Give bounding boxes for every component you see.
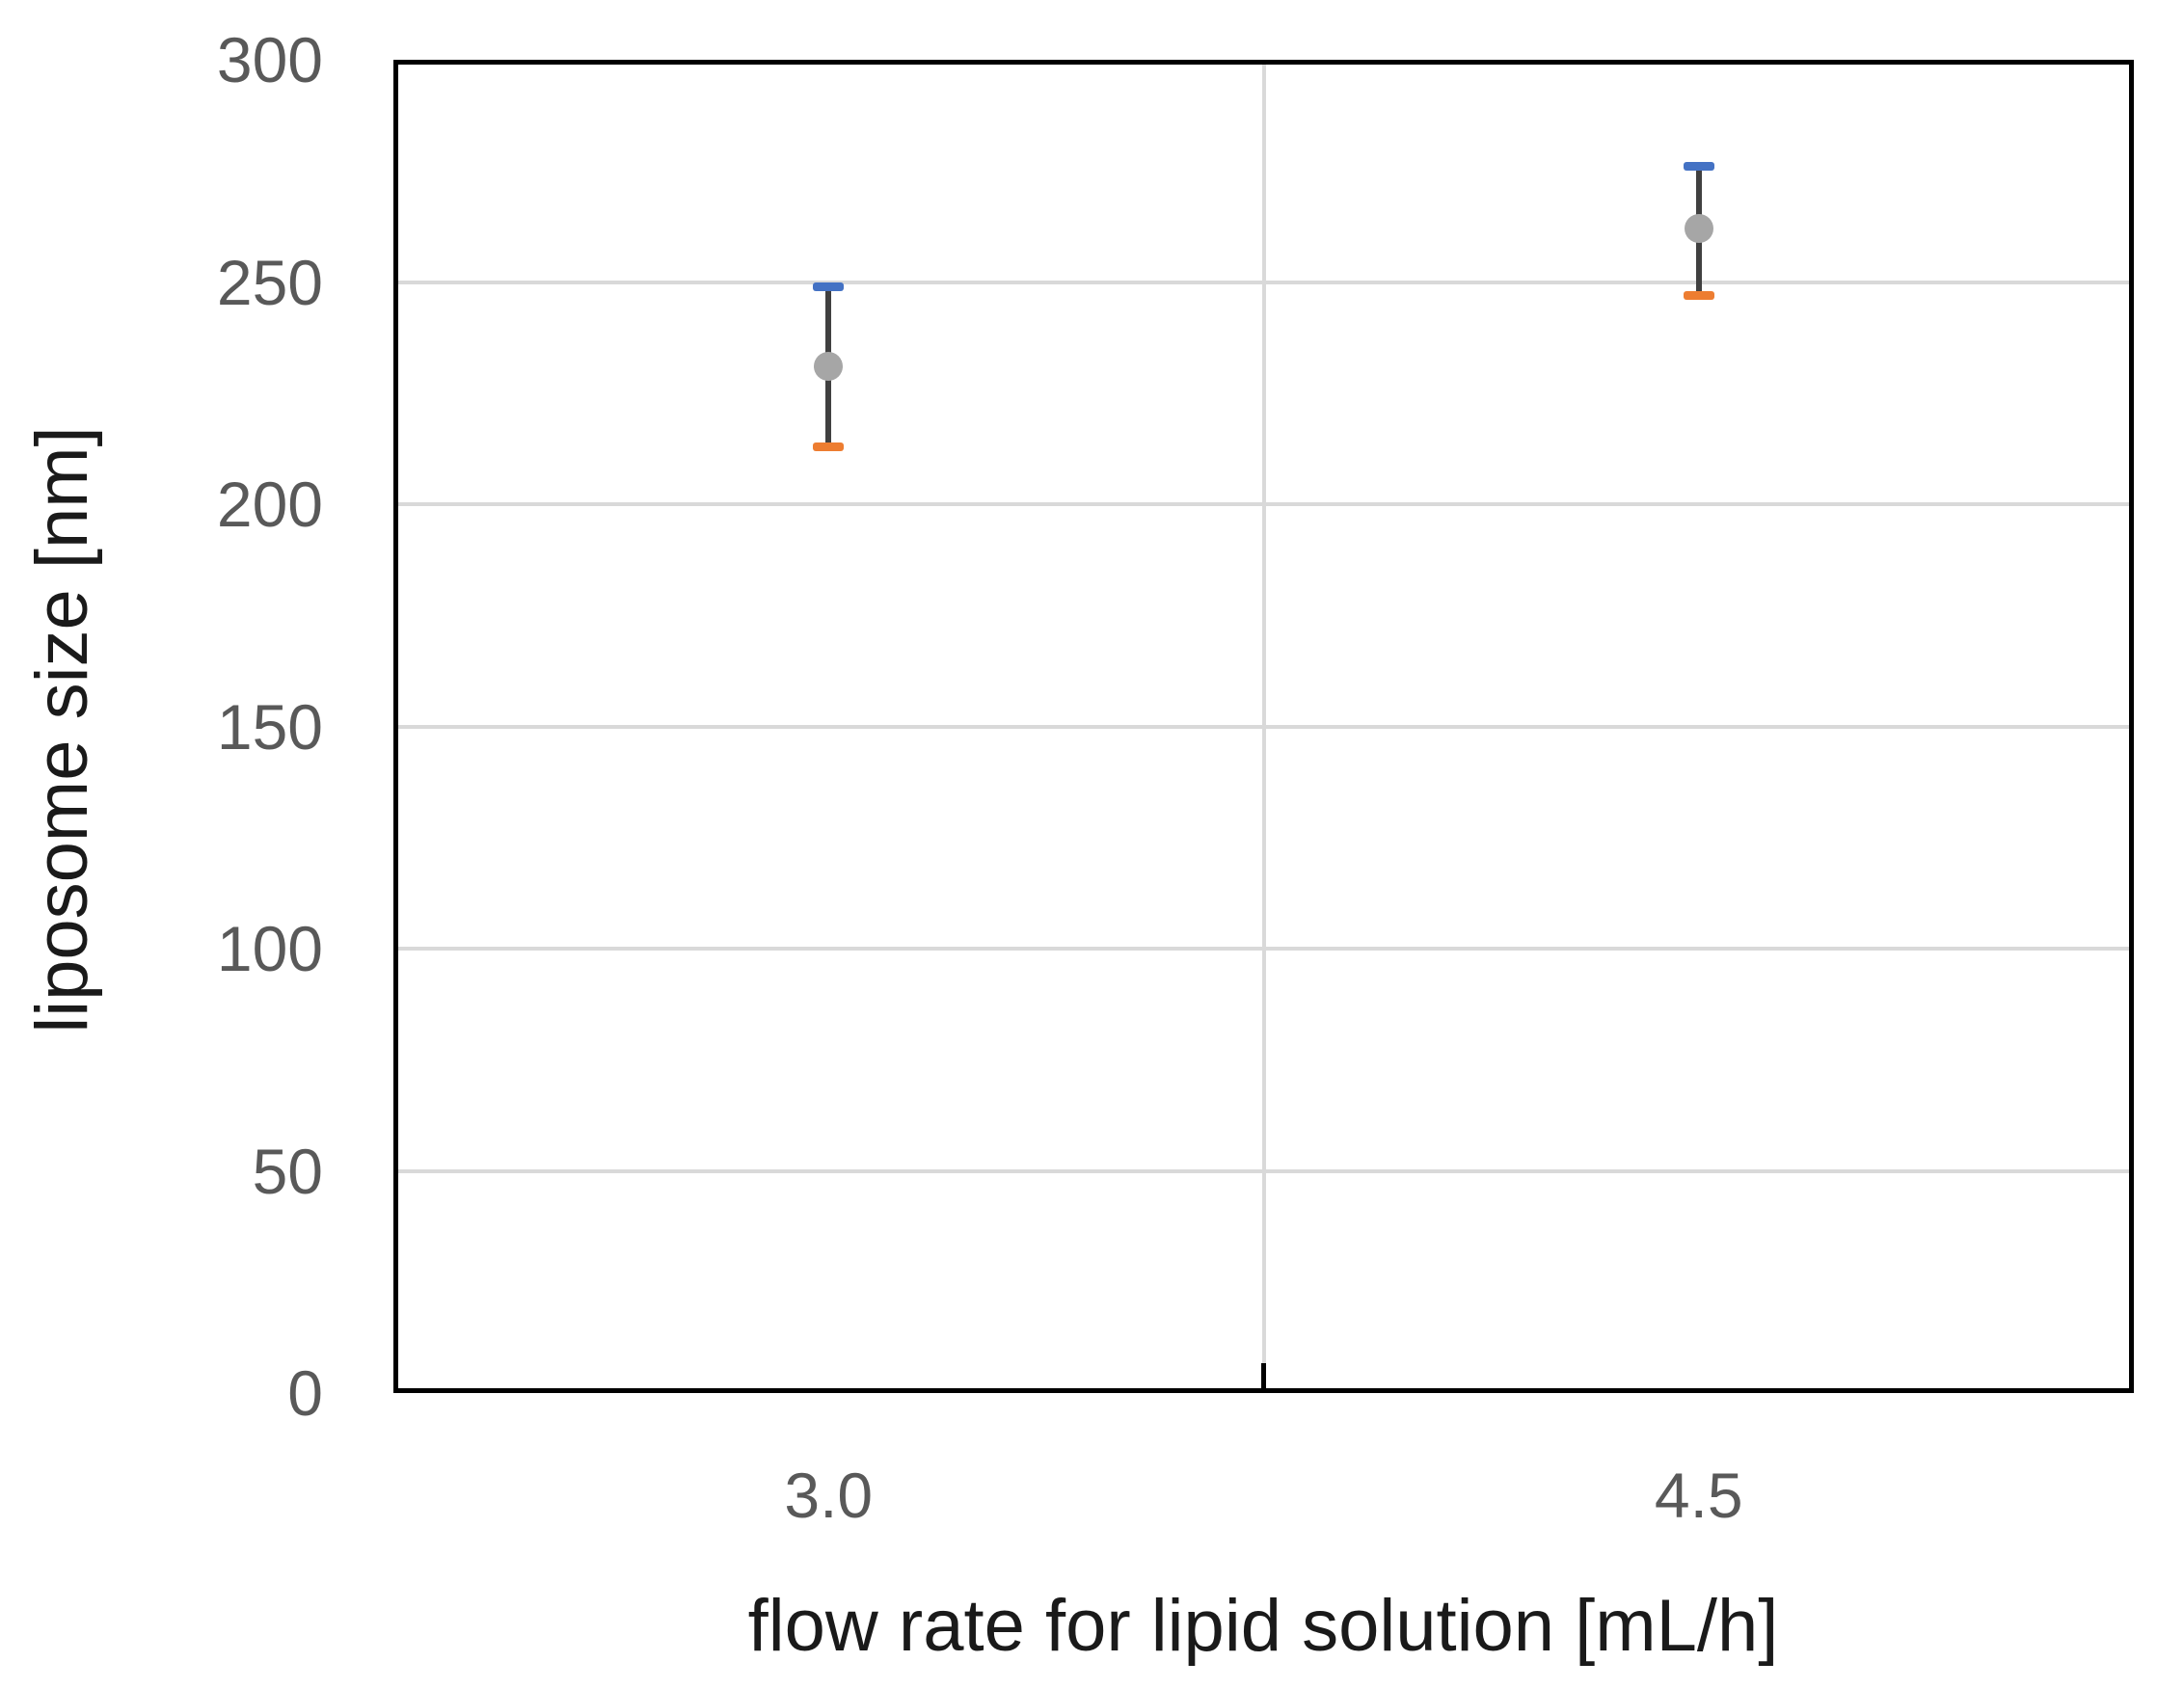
error-bar-upper-cap bbox=[813, 282, 845, 291]
y-tick-label: 300 bbox=[216, 24, 323, 95]
x-tick-label: 4.5 bbox=[1654, 1460, 1743, 1531]
plot-area bbox=[393, 60, 2134, 1393]
data-point-marker bbox=[814, 352, 844, 382]
x-axis-title: flow rate for lipid solution [mL/h] bbox=[747, 1585, 1779, 1667]
y-tick-label: 50 bbox=[252, 1135, 323, 1207]
error-bar-upper-cap bbox=[1683, 162, 1714, 172]
x-axis-tick-mark bbox=[1261, 1363, 1266, 1388]
error-bar-lower-cap bbox=[1683, 290, 1714, 300]
y-tick-label: 250 bbox=[216, 246, 323, 318]
y-tick-label: 0 bbox=[287, 1357, 323, 1429]
x-tick-label: 3.0 bbox=[784, 1460, 874, 1531]
y-tick-label: 150 bbox=[216, 690, 323, 763]
vertical-gridline bbox=[1261, 60, 1266, 1393]
error-bar-lower-cap bbox=[813, 442, 845, 451]
data-point-marker bbox=[1684, 214, 1713, 244]
y-tick-label: 200 bbox=[216, 469, 323, 540]
y-tick-label: 100 bbox=[216, 913, 323, 984]
